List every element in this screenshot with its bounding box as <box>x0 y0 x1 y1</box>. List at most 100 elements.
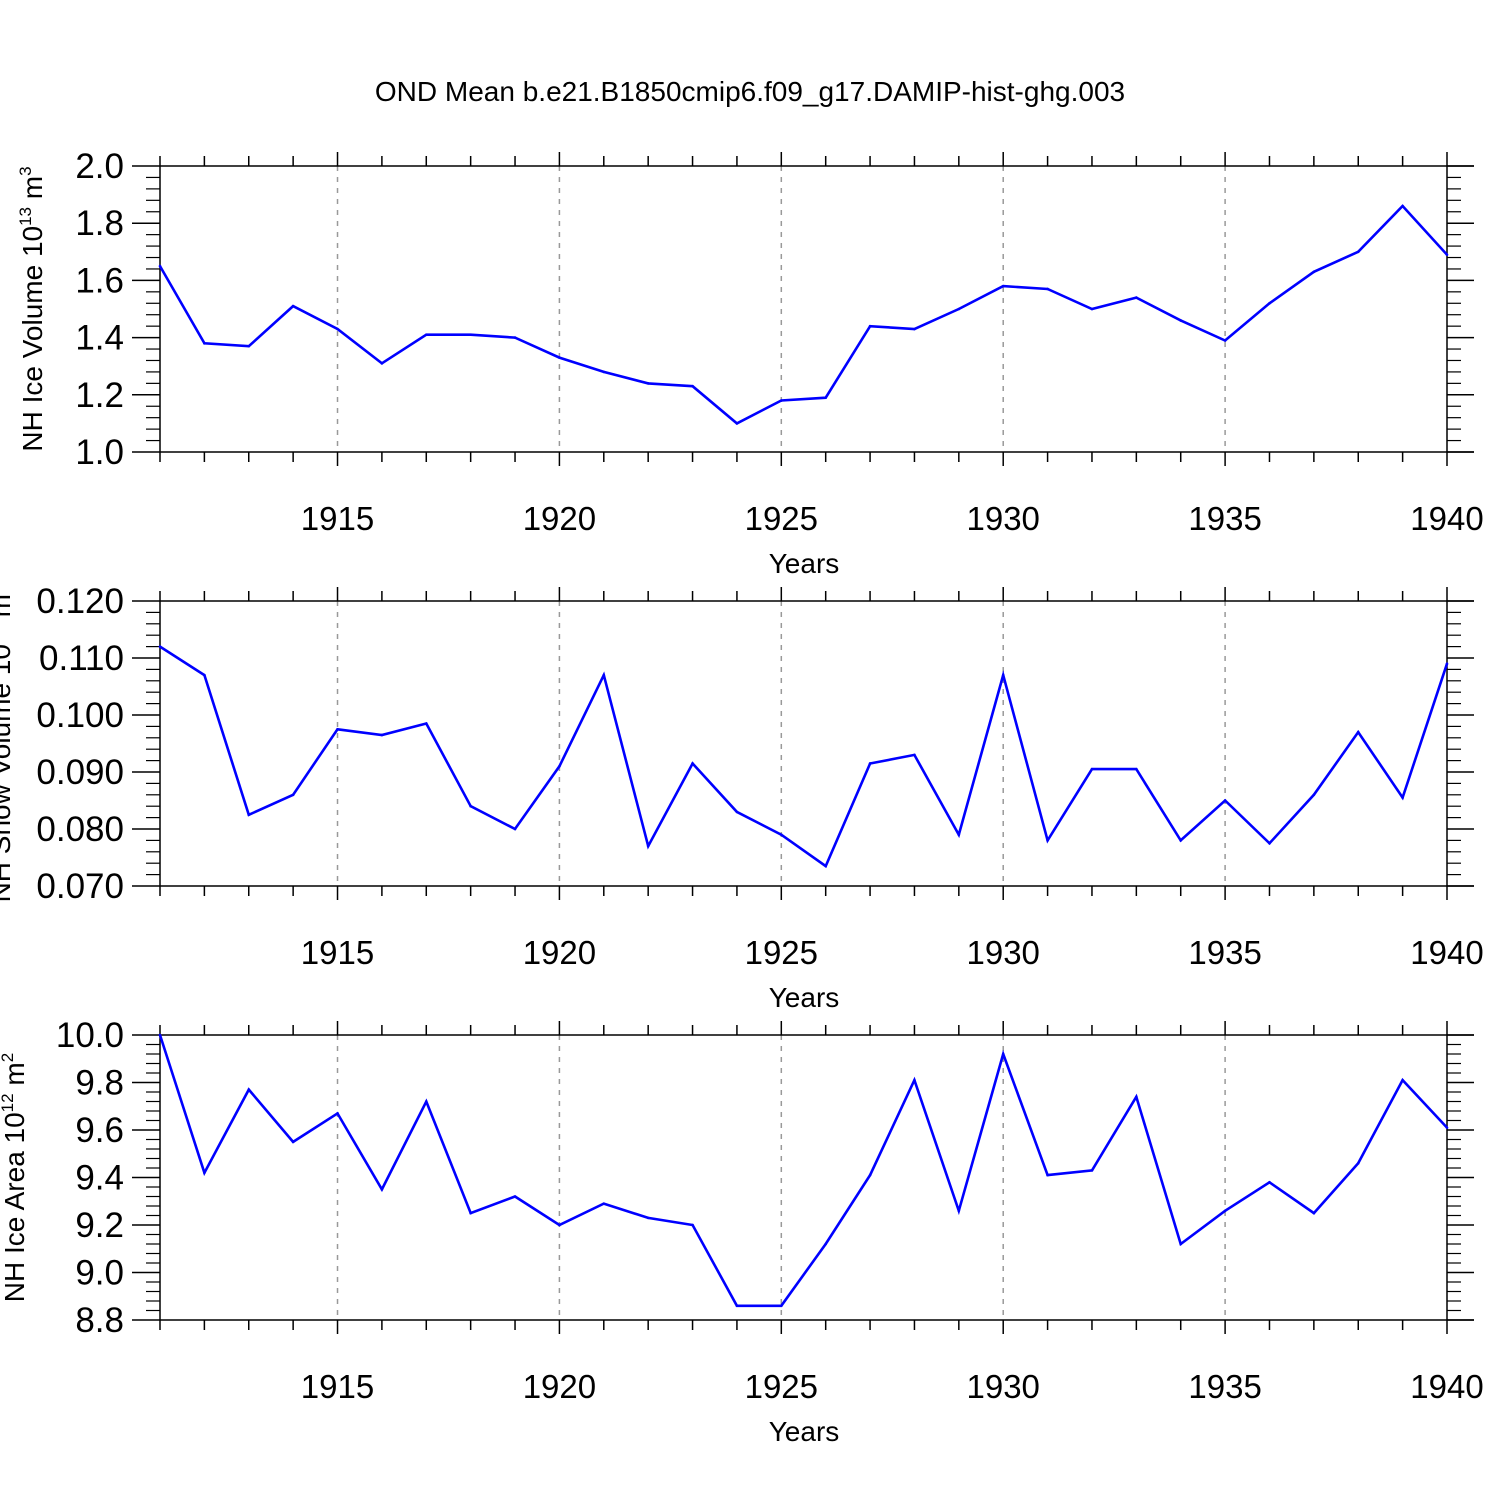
data-point <box>203 673 206 677</box>
y-axis-label-unit: m <box>0 1062 30 1093</box>
data-point <box>1179 839 1183 842</box>
data-point <box>558 1223 561 1227</box>
x-tick-label: 1930 <box>966 934 1039 971</box>
data-point <box>291 304 295 308</box>
data-point <box>1090 1169 1094 1172</box>
x-tick-label: 1935 <box>1188 934 1261 971</box>
y-tick-label: 0.090 <box>36 753 124 792</box>
ice-area-panel: 8.8 9.0 9.2 9.4 9.6 9.8 10.0 1915 1920 1925 1930 19… <box>0 1016 1484 1447</box>
y-axis-label-sup1: 13 <box>0 625 3 644</box>
data-point <box>380 733 384 737</box>
data-point <box>513 1195 517 1198</box>
data-point <box>1312 793 1316 797</box>
y-axis-label-sup1: 13 <box>16 207 35 226</box>
data-point <box>1401 796 1404 799</box>
data-point <box>1312 270 1316 274</box>
figure-title: OND Mean b.e21.B1850cmip6.f09_g17.DAMIP-… <box>374 76 1126 107</box>
data-point <box>691 1223 694 1227</box>
data-point <box>1135 767 1138 771</box>
y-axis-label-unit: m <box>17 176 48 207</box>
data-point <box>336 1112 339 1115</box>
data-point <box>1001 673 1005 677</box>
x-axis-label: Years <box>769 548 840 579</box>
data-point <box>469 333 472 337</box>
data-point <box>691 384 694 388</box>
x-tick-label: 1935 <box>1188 1368 1261 1405</box>
data-point <box>1001 1052 1005 1056</box>
data-point <box>824 864 827 868</box>
x-tick-label: 1915 <box>301 1368 374 1405</box>
data-point <box>646 844 650 848</box>
data-point <box>1046 287 1049 291</box>
data-point <box>1046 1173 1049 1177</box>
series-line <box>158 1034 1448 1308</box>
data-point <box>1179 319 1183 322</box>
data-point <box>424 1100 428 1103</box>
y-axis-label-main: NH Ice Area 10 <box>0 1112 30 1302</box>
x-axis-label: Years <box>769 982 840 1013</box>
y-axis-label: NH Snow Volume 1013 m3 <box>0 585 16 903</box>
y-tick-label: 1.8 <box>75 204 124 243</box>
data-point <box>158 645 162 648</box>
data-point <box>1356 730 1360 734</box>
data-point <box>735 422 739 425</box>
data-point <box>469 804 472 808</box>
data-point <box>424 333 428 337</box>
y-tick-label: 0.080 <box>36 810 124 849</box>
data-point <box>558 356 561 359</box>
data-point <box>602 673 606 677</box>
ice-volume-panel: 1.0 1.2 1.4 1.6 1.8 2.0 1915 1920 1925 1930 1935 19… <box>16 147 1484 579</box>
data-point <box>824 1242 827 1246</box>
x-tick-label: 1920 <box>523 500 596 537</box>
data-point <box>1135 296 1138 299</box>
data-point <box>1179 1242 1183 1246</box>
data-point <box>868 324 872 328</box>
data-point <box>158 1033 162 1037</box>
data-point <box>780 1304 783 1308</box>
data-point <box>1445 1126 1449 1129</box>
y-axis-label-sup2: 2 <box>0 1053 17 1062</box>
y-tick-label: 9.8 <box>75 1064 124 1103</box>
data-point <box>203 1171 206 1175</box>
y-tick-label: 0.100 <box>36 696 124 735</box>
series-line <box>159 645 1449 869</box>
y-tick-label: 10.0 <box>56 1016 124 1055</box>
x-axis-label: Years <box>769 1416 840 1447</box>
data-point <box>1268 1180 1271 1184</box>
data-point <box>336 727 339 731</box>
y-axis-label-unit: m <box>0 594 16 625</box>
data-point <box>735 810 739 814</box>
data-point <box>203 342 206 345</box>
y-axis-label: NH Ice Area 1012 m2 <box>0 1053 30 1302</box>
y-tick-label: 1.2 <box>75 376 124 415</box>
data-point <box>1445 253 1449 256</box>
y-axis-label-main: NH Ice Volume 10 <box>17 226 48 452</box>
y-tick-label: 9.2 <box>75 1206 124 1245</box>
x-tick-label: 1935 <box>1188 500 1261 537</box>
y-axis-label-main: NH Snow Volume 10 <box>0 644 16 902</box>
data-point <box>1223 339 1227 342</box>
series-line <box>158 204 1448 425</box>
y-tick-label: 0.110 <box>39 639 124 678</box>
data-point <box>158 264 162 268</box>
data-point <box>957 833 961 836</box>
data-point <box>1001 284 1005 288</box>
data-point <box>424 722 428 725</box>
y-tick-label: 1.4 <box>75 319 124 358</box>
data-point <box>247 813 251 817</box>
data-point <box>380 362 384 365</box>
x-tick-label: 1915 <box>301 934 374 971</box>
data-point <box>1401 204 1404 208</box>
data-point <box>780 399 783 402</box>
data-point <box>1268 841 1271 845</box>
y-axis-label-sup1: 12 <box>0 1093 17 1112</box>
x-tick-label: 1925 <box>745 934 818 971</box>
y-tick-label: 8.8 <box>75 1301 124 1340</box>
data-point <box>558 765 561 768</box>
data-point <box>957 307 961 311</box>
data-point <box>291 1140 295 1144</box>
y-axis-label: NH Ice Volume 1013 m3 <box>16 166 48 451</box>
data-point <box>646 1216 650 1220</box>
data-point <box>735 1304 739 1308</box>
data-point <box>913 1078 916 1082</box>
